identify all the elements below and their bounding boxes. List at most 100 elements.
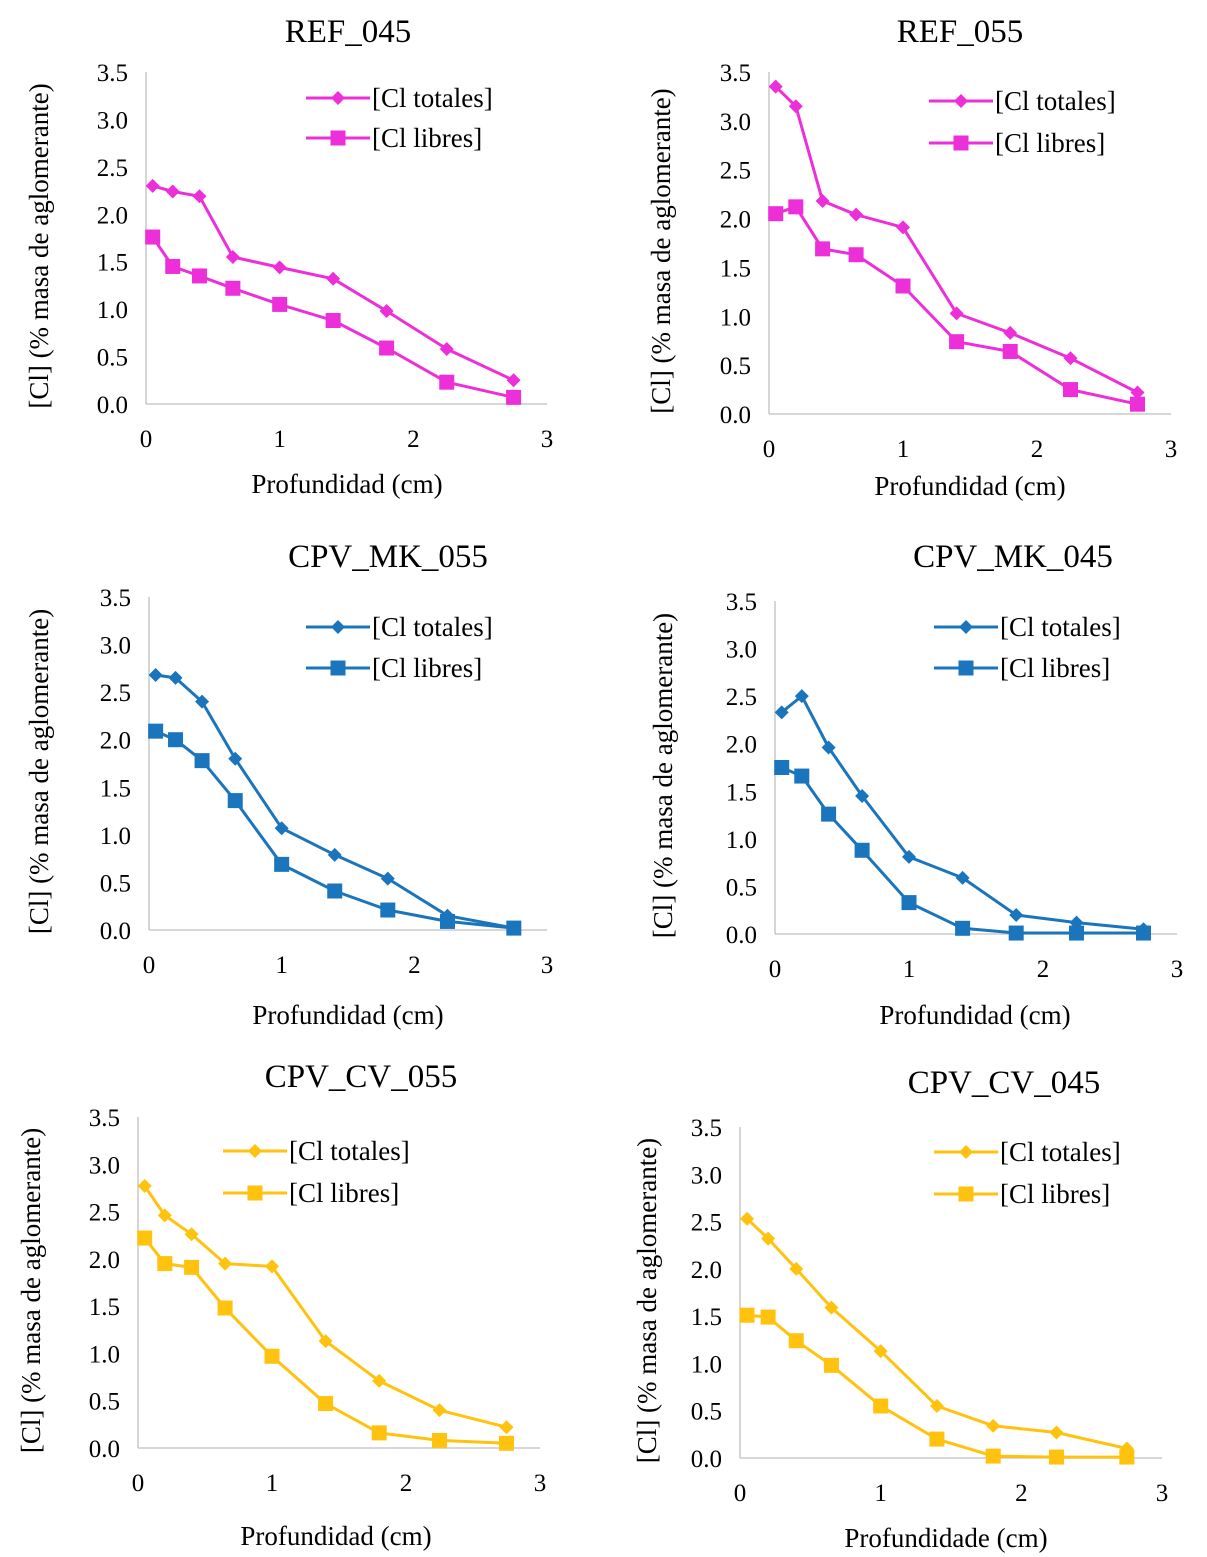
data-point [157,1256,173,1272]
data-point [794,689,809,704]
legend-marker [330,660,346,676]
x-tick-label: 3 [534,1470,547,1497]
data-point [506,373,521,388]
y-axis-label: [Cl] (% masa de aglomerante) [632,1138,662,1463]
data-point [849,207,864,222]
chart-panel-6: CPV_CV_045 0.0 0.5 1.0 1.5 2.0 2.5 3.0 3.5 0 1 2 3 Pr… [632,1065,1168,1553]
legend-label: [Cl libres] [289,1178,399,1208]
x-tick-label: 2 [1015,1480,1028,1507]
data-point [949,334,965,350]
y-tick-label: 2.0 [100,728,131,755]
data-point [873,1344,888,1359]
data-point [225,280,241,296]
legend-marker [954,94,968,108]
x-tick-label: 1 [897,436,910,463]
y-tick-label: 2.0 [726,732,757,759]
data-point [985,1448,1001,1464]
y-tick-label: 1.0 [691,1351,722,1378]
data-point [955,920,971,936]
x-tick-label: 1 [903,956,916,983]
data-point [326,271,341,286]
x-tick-label: 0 [769,956,782,983]
y-tick-label: 3.5 [726,589,757,616]
data-point [165,258,181,274]
data-point [227,793,243,809]
data-point [274,856,290,872]
y-tick-label: 1.0 [720,304,751,331]
legend-label: [Cl libres] [1000,1179,1110,1209]
chart-panel-5: CPV_CV_055 0.0 0.5 1.0 1.5 2.0 2.5 3.0 3.5 0 1 2 3 Pr… [16,1059,546,1551]
data-point [1136,925,1151,941]
data-point [821,806,837,822]
data-point [823,1357,839,1373]
y-tick-label: 0.5 [726,874,757,901]
legend-marker [959,620,973,634]
legend-marker [331,91,345,105]
data-point [325,313,341,329]
x-tick-label: 1 [273,426,286,453]
legend-marker [330,130,346,146]
y-axis-label: [Cl] (% masa de aglomerante) [24,83,54,408]
data-point [774,705,789,720]
legend-label: [Cl totales] [372,612,493,642]
y-tick-label: 0.0 [720,402,751,429]
y-tick-label: 0.5 [97,345,128,372]
data-point [1009,907,1024,922]
data-point [225,249,240,264]
x-axis-label: Profundidad (cm) [874,471,1065,501]
y-tick-label: 0.5 [720,353,751,380]
series-cl-libres [739,1307,1135,1465]
y-tick-label: 1.0 [100,823,131,850]
y-tick-label: 2.5 [97,155,128,182]
series-cl-libres [137,1230,514,1451]
data-point [168,732,184,748]
x-tick-label: 0 [734,1480,747,1507]
data-point [854,842,870,858]
legend-marker [248,1144,262,1158]
chart-panel-2: REF_055 0.0 0.5 1.0 1.5 2.0 2.5 3.0 3.5 0 1 2 3 Profu… [646,14,1177,501]
data-point [821,740,836,755]
x-tick-label: 3 [541,952,554,979]
chart-panel-3: CPV_MK_055 0.0 0.5 1.0 1.5 2.0 2.5 3.0 3.5 0 1 2 3 Pr… [24,539,553,1030]
data-point [824,1300,839,1315]
data-point [768,79,783,94]
y-tick-label: 3.0 [726,637,757,664]
data-point [145,178,160,193]
data-point [194,753,210,769]
data-point [439,374,455,390]
y-tick-label: 2.5 [726,684,757,711]
x-tick-label: 3 [1165,436,1178,463]
data-point [901,895,917,911]
y-tick-label: 2.0 [691,1257,722,1284]
data-point [1003,325,1018,340]
data-point [895,278,911,294]
x-tick-label: 1 [275,952,288,979]
chart-panel-1: REF_045 0.0 0.5 1.0 1.5 2.0 2.5 3.0 3.5 0 1 2 3 Profu… [24,14,553,499]
chart-title: CPV_MK_045 [913,539,1113,575]
data-point [788,1333,804,1349]
y-tick-label: 2.5 [89,1200,120,1227]
legend-marker [958,1186,974,1202]
y-tick-label: 1.5 [691,1304,722,1331]
y-axis-label: [Cl] (% masa de aglomerante) [648,613,678,938]
series-line [775,205,1138,406]
y-tick-label: 3.0 [97,107,128,134]
data-point [380,871,395,886]
x-tick-label: 2 [407,426,420,453]
data-point [264,1348,280,1364]
x-tick-label: 1 [874,1480,887,1507]
y-tick-label: 2.5 [720,158,751,185]
y-tick-label: 3.5 [720,60,751,87]
y-tick-label: 2.0 [89,1247,120,1274]
series-cl-totales [148,668,521,936]
x-tick-label: 2 [400,1470,413,1497]
x-tick-label: 0 [140,426,153,453]
data-point [184,1227,199,1242]
data-point [371,1425,387,1441]
chart-title: CPV_MK_055 [288,539,488,575]
data-point [815,193,830,208]
legend-label: [Cl totales] [289,1136,410,1166]
data-point [1002,343,1018,359]
legend-marker [959,1145,973,1159]
